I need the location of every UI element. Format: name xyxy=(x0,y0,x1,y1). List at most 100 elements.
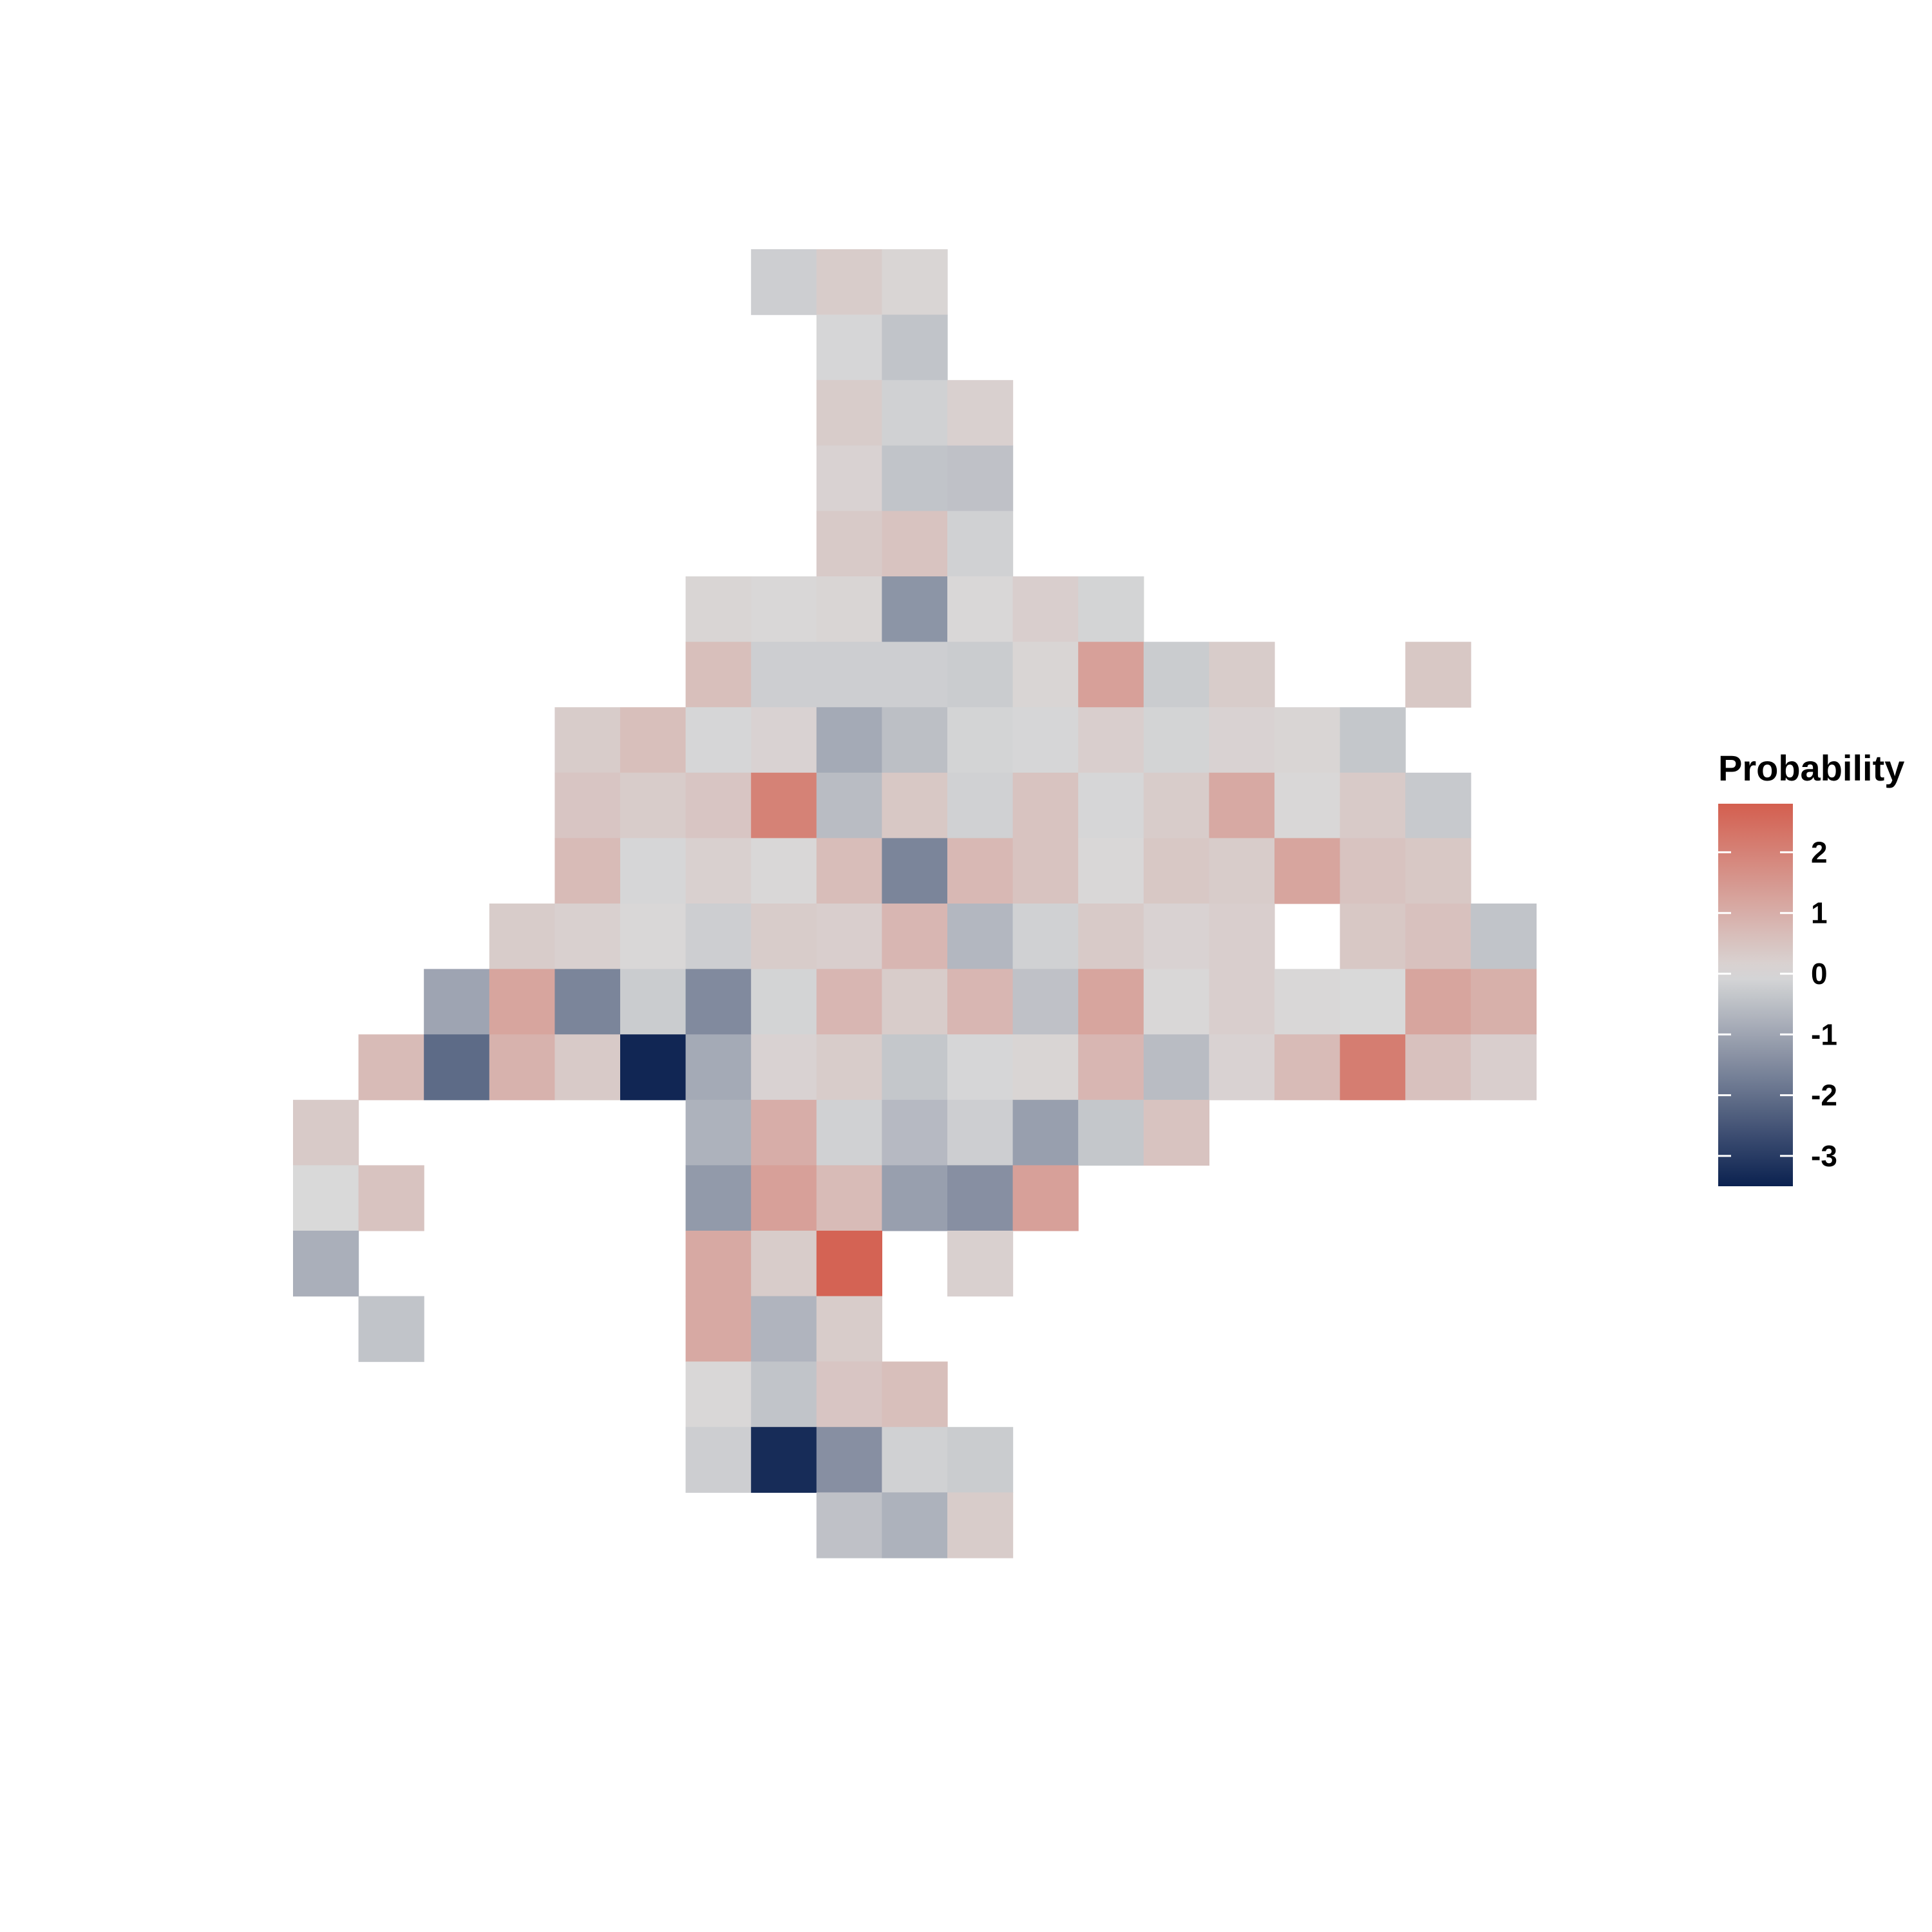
heatmap-cell xyxy=(685,576,752,643)
heatmap-cell xyxy=(816,969,882,1035)
heatmap-cell xyxy=(1012,576,1079,643)
heatmap-cell xyxy=(1143,1099,1209,1166)
heatmap-cell xyxy=(882,1361,948,1428)
heatmap-cell xyxy=(751,1165,817,1231)
heatmap-cell xyxy=(1340,707,1406,773)
heatmap-cell xyxy=(751,576,817,643)
heatmap-cell xyxy=(554,904,621,970)
legend-ticks: 2 1 0 -1 -2 -3 xyxy=(1718,835,1837,1173)
heatmap-cell xyxy=(1274,969,1341,1035)
heatmap-cell xyxy=(1405,1034,1472,1101)
heatmap-cell xyxy=(1405,838,1472,904)
heatmap-cell xyxy=(685,969,752,1035)
heatmap-cell xyxy=(620,707,687,773)
heatmap-cell xyxy=(554,1034,621,1101)
heatmap-cell xyxy=(1078,969,1144,1035)
heatmap-cell xyxy=(620,969,687,1035)
legend-tick-label: 2 xyxy=(1811,835,1828,869)
heatmap-cell xyxy=(947,445,1014,511)
heatmap-cell xyxy=(751,641,817,708)
heatmap-cell xyxy=(1078,1034,1144,1101)
heatmap-cell xyxy=(685,1034,752,1101)
heatmap-cell xyxy=(1274,838,1341,904)
legend-tick-label: 1 xyxy=(1811,896,1828,930)
heatmap-cell xyxy=(1340,772,1406,838)
heatmap-cell xyxy=(882,969,948,1035)
heatmap-cell xyxy=(947,772,1014,838)
heatmap-cell xyxy=(947,641,1014,708)
heatmap-cell xyxy=(1209,641,1275,708)
heatmap-cell xyxy=(1012,1165,1079,1231)
heatmap-cell xyxy=(685,1099,752,1166)
heatmap-cell xyxy=(489,904,555,970)
heatmap-cell xyxy=(685,1426,752,1493)
heatmap-cell xyxy=(882,1492,948,1558)
heatmap-cell xyxy=(1143,707,1209,773)
heatmap-cell xyxy=(816,445,882,511)
heatmap-cell xyxy=(947,511,1014,577)
heatmap-cell xyxy=(685,1296,752,1362)
heatmap-cell xyxy=(1078,576,1144,643)
heatmap-cell xyxy=(1470,1034,1537,1101)
heatmap-cell xyxy=(947,707,1014,773)
heatmap-cell xyxy=(882,838,948,904)
heatmap-cell xyxy=(751,969,817,1035)
heatmap-cell xyxy=(816,380,882,446)
heatmap-cell xyxy=(947,576,1014,643)
heatmap-cell xyxy=(1078,707,1144,773)
heatmap-cell xyxy=(751,249,817,316)
heatmap-cell xyxy=(685,1165,752,1231)
heatmap-cell xyxy=(751,707,817,773)
heatmap-cell xyxy=(358,1165,424,1231)
legend-tick-label: 0 xyxy=(1811,957,1828,990)
heatmap-cell xyxy=(620,838,687,904)
heatmap-cell xyxy=(751,904,817,970)
heatmap-cell xyxy=(751,1361,817,1428)
heatmap-cell xyxy=(685,772,752,838)
heatmap-cell xyxy=(1340,969,1406,1035)
heatmap-cell xyxy=(1078,641,1144,708)
heatmap-cell xyxy=(554,707,621,773)
heatmap-cell xyxy=(554,838,621,904)
heatmap-cell xyxy=(1078,1099,1144,1166)
heatmap-cell xyxy=(1209,772,1275,838)
heatmap-cell xyxy=(1209,904,1275,970)
heatmap-cell xyxy=(1012,838,1079,904)
heatmap-cell xyxy=(489,969,555,1035)
heatmap-cell xyxy=(816,1492,882,1558)
heatmap-cell xyxy=(882,511,948,577)
heatmap-cell xyxy=(685,838,752,904)
heatmap-cell xyxy=(751,1034,817,1101)
heatmap-cell xyxy=(1340,1034,1406,1101)
heatmap-cell xyxy=(1012,641,1079,708)
heatmap-cell xyxy=(882,249,948,316)
heatmap-cell xyxy=(816,314,882,381)
heatmap-cell xyxy=(882,904,948,970)
heatmap-cell xyxy=(1143,838,1209,904)
heatmap-cell xyxy=(685,1361,752,1428)
heatmap-cell xyxy=(424,969,490,1035)
heatmap-cell xyxy=(816,838,882,904)
heatmap-cell xyxy=(1143,969,1209,1035)
legend-colorbar xyxy=(1718,804,1793,1186)
heatmap-cell xyxy=(882,445,948,511)
heatmap-cell xyxy=(1274,1034,1341,1101)
heatmap-cell xyxy=(816,249,882,316)
heatmap-cell xyxy=(1209,838,1275,904)
heatmap-cell xyxy=(751,1296,817,1362)
heatmap-cell xyxy=(1405,772,1472,838)
legend-tick-label: -2 xyxy=(1811,1079,1837,1112)
heatmap-cell xyxy=(882,1034,948,1101)
legend-title: Probability xyxy=(1718,748,1904,788)
heatmap-cell xyxy=(1209,707,1275,773)
heatmap-cell xyxy=(882,576,948,643)
heatmap-cell xyxy=(1405,969,1472,1035)
heatmap-cell xyxy=(1012,969,1079,1035)
heatmap-cell xyxy=(816,576,882,643)
heatmap-cell xyxy=(554,969,621,1035)
heatmap-cell xyxy=(947,1231,1014,1297)
legend-tick-label: -3 xyxy=(1811,1139,1837,1173)
heatmap-cell xyxy=(293,1231,359,1297)
heatmap-cell xyxy=(947,1426,1014,1493)
heatmap-cell xyxy=(947,838,1014,904)
